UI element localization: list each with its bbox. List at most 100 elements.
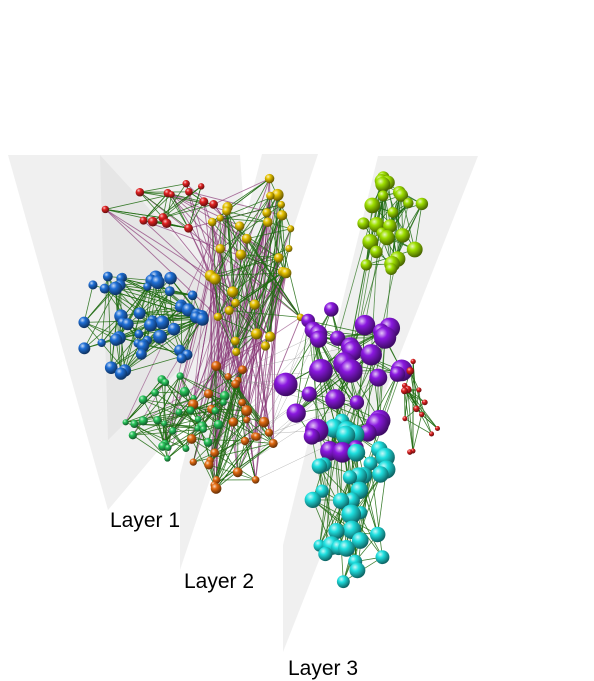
- node-blue: [97, 338, 106, 348]
- intra-edge: [215, 443, 274, 489]
- node-purple: [373, 326, 397, 349]
- intra-edge: [227, 178, 270, 208]
- node-cyan: [336, 575, 350, 589]
- intra-edge: [215, 365, 256, 437]
- intra-edge: [164, 410, 216, 445]
- node-purple: [339, 359, 363, 383]
- node-orange: [228, 417, 238, 427]
- node-cyan: [375, 550, 390, 565]
- intra-edge: [246, 195, 271, 239]
- node-purple: [349, 395, 365, 410]
- node-orange: [204, 460, 214, 470]
- node-green: [161, 378, 170, 387]
- node-purple: [354, 314, 376, 336]
- node-lime: [362, 234, 379, 250]
- node-cyan: [341, 504, 362, 525]
- node-cyan: [349, 562, 366, 579]
- node-blue: [195, 312, 209, 326]
- node-purple: [324, 302, 339, 317]
- intra-edge: [179, 319, 203, 351]
- intra-edge: [188, 201, 205, 229]
- intra-edge: [210, 195, 271, 276]
- intra-edge: [157, 282, 181, 351]
- intra-edge: [308, 320, 386, 339]
- node-green: [164, 455, 171, 462]
- node-orange: [224, 373, 232, 381]
- intra-edge: [209, 383, 236, 461]
- node-lime: [403, 198, 414, 209]
- intra-edge: [235, 222, 269, 304]
- intra-edge: [167, 375, 181, 448]
- inter-edge: [193, 222, 213, 399]
- node-lime: [385, 263, 398, 275]
- node-green: [203, 438, 213, 447]
- intra-edge: [162, 201, 204, 219]
- node-lime: [383, 219, 397, 233]
- node-red: [182, 180, 190, 188]
- intra-edge: [119, 284, 153, 321]
- node-lime: [370, 245, 383, 259]
- node-yellow: [241, 233, 252, 244]
- intra-edge: [232, 221, 269, 293]
- node-green: [161, 420, 168, 427]
- intra-edge: [244, 440, 274, 444]
- intra-edge: [246, 419, 274, 444]
- intra-edge: [107, 276, 152, 281]
- intra-edge: [105, 209, 164, 219]
- intra-edge: [240, 254, 271, 337]
- node-yellow: [235, 249, 247, 260]
- intra-edge: [216, 383, 236, 481]
- node-orange: [189, 458, 197, 466]
- intra-edge: [418, 389, 423, 415]
- inter-edge: [162, 225, 241, 447]
- intra-edge: [141, 318, 203, 355]
- node-green: [199, 425, 207, 433]
- node-yellow: [264, 173, 275, 184]
- intra-edge: [421, 414, 438, 429]
- inter-edge: [132, 254, 242, 436]
- inter-edge: [227, 351, 237, 377]
- inter-edge: [105, 209, 271, 338]
- intra-edge: [404, 390, 414, 451]
- node-yellow: [227, 286, 239, 298]
- node-green: [182, 445, 190, 453]
- node-red: [135, 187, 145, 197]
- node-blue: [176, 353, 187, 364]
- node-cyan: [304, 491, 321, 509]
- intra-edge: [235, 271, 285, 353]
- node-yellow: [222, 206, 232, 216]
- node-red: [147, 216, 158, 227]
- node-blue: [109, 333, 123, 346]
- node-lime: [394, 188, 409, 202]
- node-yellow: [231, 298, 240, 308]
- node-blue: [155, 315, 170, 330]
- node-purple: [325, 389, 346, 410]
- intra-edge: [162, 204, 214, 219]
- node-orange: [232, 467, 243, 478]
- intra-edge: [404, 418, 432, 435]
- intra-edge: [139, 183, 187, 193]
- node-orange: [203, 389, 214, 399]
- inter-edge: [256, 272, 287, 437]
- node-blue: [102, 271, 113, 282]
- intra-edge: [211, 366, 217, 410]
- intra-edge: [83, 284, 94, 323]
- node-yellow: [231, 336, 240, 346]
- node-yellow: [262, 208, 272, 218]
- node-lime: [415, 197, 429, 211]
- node-orange: [231, 379, 240, 389]
- intra-edge: [217, 316, 257, 335]
- intra-edge: [227, 207, 257, 334]
- inter-edge: [242, 346, 351, 371]
- node-blue: [144, 318, 158, 332]
- inter-edge: [213, 377, 379, 486]
- node-green: [128, 431, 137, 440]
- node-red: [421, 399, 428, 406]
- node-blue: [135, 348, 147, 360]
- node-purple: [273, 372, 298, 397]
- intra-edge: [210, 272, 287, 277]
- intra-edge: [217, 316, 237, 353]
- intra-edge: [192, 365, 217, 405]
- node-blue: [164, 271, 177, 285]
- inter-edge: [105, 209, 219, 318]
